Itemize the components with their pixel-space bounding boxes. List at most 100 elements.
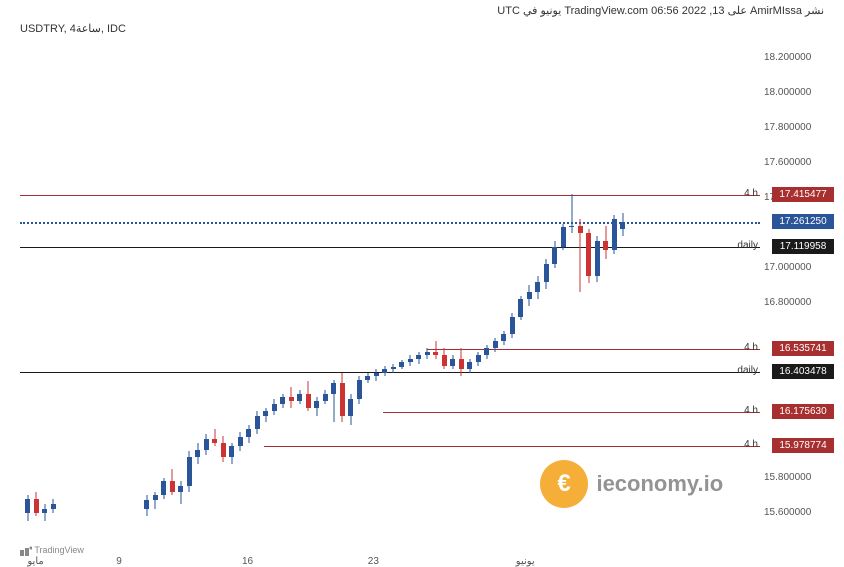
candle [467,359,472,373]
candle [586,229,591,283]
support-resistance-line [20,247,760,248]
candle [34,492,39,517]
timeframe-label: 4 h [744,188,758,199]
candle [348,394,353,426]
y-tick-label: 15.600000 [764,507,834,518]
candle [399,360,404,369]
watermark-text: ieconomy.io [596,471,723,496]
candle [170,469,175,495]
candle [357,376,362,404]
candle [425,348,430,359]
x-tick-label: يونيو [516,556,535,567]
candle [187,451,192,491]
support-resistance-line [427,349,760,350]
candle [450,355,455,369]
euro-icon: € [540,460,588,508]
candle [442,348,447,369]
timeframe-label: 4 h [744,439,758,450]
x-tick-label: 9 [116,556,122,567]
timeframe-label: daily [737,365,758,376]
candle [323,390,328,404]
candle [212,429,217,447]
candle [578,219,583,293]
x-tick-label: مايو [27,556,43,567]
candle [263,408,268,422]
price-level-label: 16.403478 [772,364,834,379]
candle [382,366,387,377]
candle [331,380,336,422]
price-level-label: 16.535741 [772,341,834,356]
candle [229,443,234,464]
timeframe-label: 4 h [744,342,758,353]
current-price-line [20,222,760,224]
candle [42,504,47,522]
candle [255,411,260,434]
candle [314,397,319,416]
price-level-label: 17.261250 [772,214,834,229]
candle [476,352,481,366]
support-resistance-line [383,412,760,413]
symbol-label: USDTRY, 4ساعة, IDC [20,22,126,35]
candle [340,373,345,422]
candle [221,436,226,462]
candle [195,443,200,464]
x-tick-label: 16 [242,556,253,567]
x-tick-label: 23 [368,556,379,567]
chart-header: نشر AmirMIssa على TradingView.com 06:56 … [497,4,824,17]
candle [484,345,489,359]
candle [204,434,209,455]
candle [289,387,294,408]
candle [552,241,557,267]
y-tick-label: 16.800000 [764,297,834,308]
candle [612,215,617,254]
candle [365,373,370,384]
candle [408,355,413,366]
y-tick-label: 15.800000 [764,472,834,483]
candle [510,313,515,338]
candle [161,478,166,499]
price-level-label: 16.175630 [772,404,834,419]
candle [144,495,149,516]
y-tick-label: 17.600000 [764,157,834,168]
y-tick-label: 18.000000 [764,87,834,98]
y-tick-label: 17.000000 [764,262,834,273]
candle [433,341,438,359]
candle [518,296,523,321]
candle [603,226,608,259]
candle [238,432,243,451]
y-tick-label: 17.800000 [764,122,834,133]
chart-plot-area[interactable] [20,40,760,530]
candle [51,499,56,513]
timeframe-label: daily [737,240,758,251]
timeframe-label: 4 h [744,405,758,416]
candle [535,276,540,299]
candle [280,394,285,408]
support-resistance-line [20,195,760,196]
watermark-logo: € ieconomy.io [540,460,723,508]
y-tick-label: 18.200000 [764,52,834,63]
candle [569,194,574,233]
candle [561,224,566,250]
candle [178,481,183,504]
candle [620,213,625,236]
candle [416,352,421,364]
candle [272,399,277,415]
candle [25,495,30,521]
candle [527,285,532,306]
candle [153,492,158,510]
price-level-label: 17.119958 [772,239,834,254]
price-level-label: 17.415477 [772,187,834,202]
candle [459,348,464,376]
candle [595,236,600,282]
candle [501,331,506,345]
candle [306,381,311,411]
y-axis: 18.200000 18.000000 17.800000 17.600000 17.4… [760,40,834,530]
price-level-label: 15.978774 [772,438,834,453]
candle [391,364,396,373]
support-resistance-line [264,446,760,447]
candle [544,259,549,289]
candle [374,369,379,381]
candle [493,338,498,352]
candle [246,425,251,443]
tradingview-branding: TradingView [20,545,84,556]
